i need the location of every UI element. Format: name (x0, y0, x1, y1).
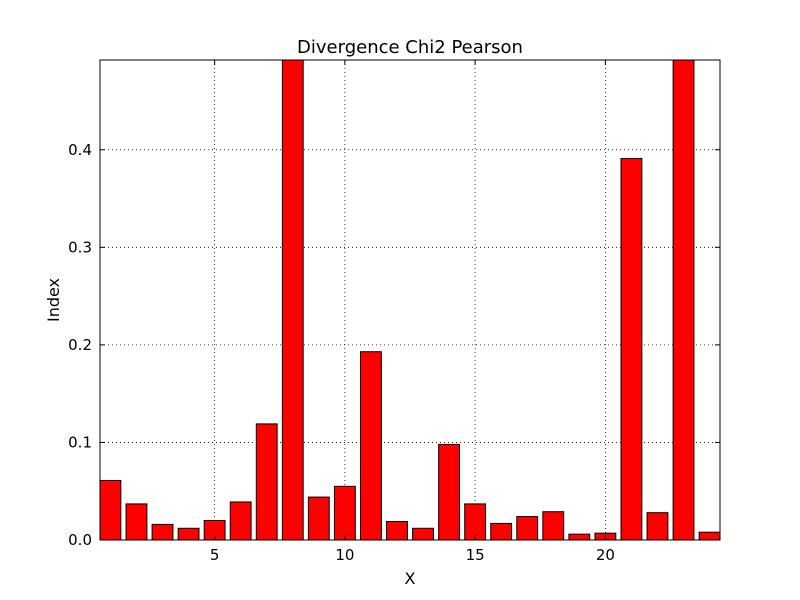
bar-4 (177, 527, 200, 541)
x-tick-label: 10 (335, 546, 354, 564)
bars (99, 59, 721, 541)
x-tick-label: 20 (596, 546, 615, 564)
bar-7 (255, 423, 278, 541)
x-tick-label: 5 (210, 546, 220, 564)
y-tick-label: 0.3 (68, 238, 92, 256)
bar-21 (620, 158, 643, 541)
bar-16 (490, 522, 513, 541)
bar-14 (438, 443, 460, 541)
bar-11 (360, 351, 382, 541)
bar-8 (281, 59, 304, 541)
y-tick-label: 0.4 (68, 141, 92, 159)
bar-17 (516, 516, 539, 541)
y-tick-label: 0.1 (68, 433, 92, 451)
bar-22 (646, 512, 669, 541)
bar-23 (672, 59, 695, 541)
y-tick-label: 0.0 (68, 531, 92, 549)
bar-12 (386, 520, 408, 541)
bar-18 (542, 511, 565, 541)
y-tick-label: 0.2 (68, 336, 92, 354)
x-axis-ticks: 5 10 15 20 (210, 60, 615, 564)
bar-24 (698, 531, 721, 541)
bar-1 (99, 479, 122, 541)
bar-2 (125, 503, 148, 541)
bar-13 (412, 527, 434, 541)
bar-3 (151, 523, 174, 541)
chart-title: Divergence Chi2 Pearson (297, 37, 523, 58)
bar-10 (333, 485, 356, 541)
bar-15 (464, 503, 487, 541)
plot-frame (99, 59, 721, 541)
bar-6 (229, 501, 252, 541)
bar-9 (307, 496, 330, 541)
x-axis-label: X (405, 569, 416, 588)
y-axis-label: Index (44, 278, 63, 322)
y-axis-ticks: 0.0 0.1 0.2 0.3 0.4 (68, 141, 720, 549)
bar-19 (568, 533, 591, 541)
x-tick-label: 15 (466, 546, 485, 564)
